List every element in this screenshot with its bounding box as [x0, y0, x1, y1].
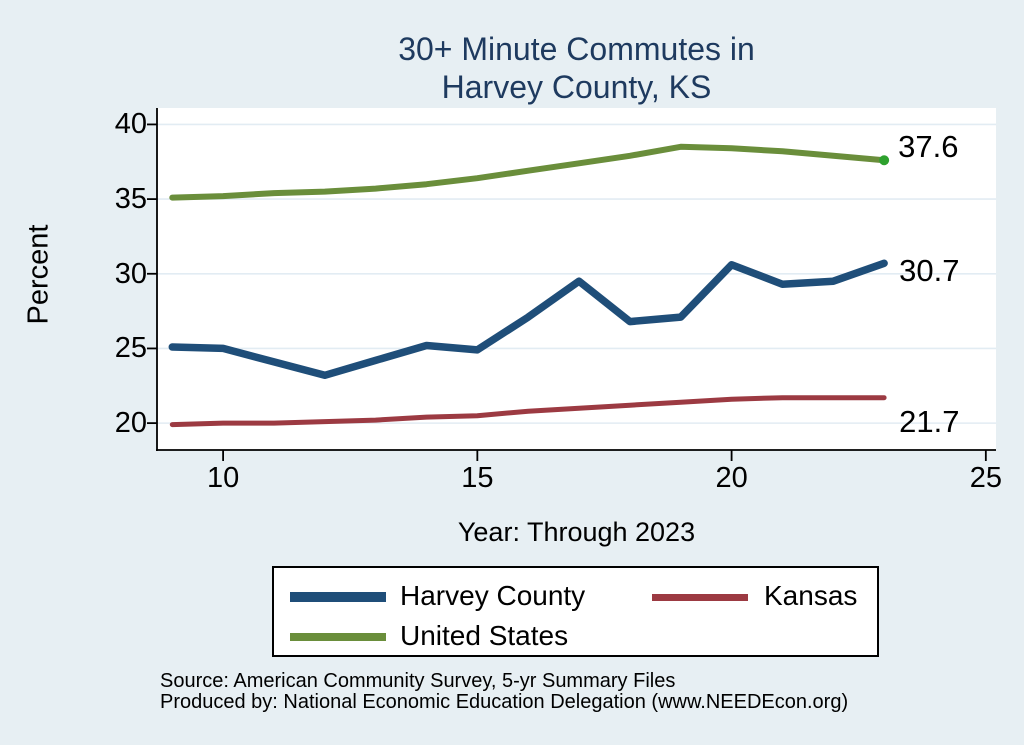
y-tick-label: 20	[114, 407, 147, 440]
x-tick-label: 10	[206, 462, 240, 494]
end-label-kansas: 21.7	[899, 404, 959, 439]
y-tick-label: 35	[114, 183, 147, 216]
legend-label-kansas: Kansas	[764, 580, 858, 611]
y-tick-label: 30	[114, 257, 147, 290]
source-line-2: Produced by: National Economic Education…	[160, 691, 849, 713]
series-line-kansas	[169, 395, 887, 428]
source-line-1: Source: American Community Survey, 5-yr …	[160, 670, 676, 692]
y-tick-label: 25	[114, 332, 147, 365]
series-end-marker-united-states	[879, 155, 890, 166]
end-label-united-states: 37.6	[898, 129, 958, 164]
series-line-harvey-county	[168, 259, 888, 380]
source-note: Source: American Community Survey, 5-yr …	[160, 671, 848, 713]
series-line-united-states	[169, 143, 888, 201]
legend-item-united-states: United States	[290, 620, 630, 653]
legend-item-harvey-county: Harvey County	[290, 580, 630, 613]
y-tick-label: 40	[114, 108, 147, 141]
x-axis-title: Year: Through 2023	[457, 517, 696, 547]
x-tick-label: 15	[461, 462, 494, 494]
legend-swatch-kansas	[652, 593, 748, 601]
legend-label-harvey-county: Harvey County	[400, 580, 586, 611]
x-tick-label: 20	[715, 462, 748, 494]
legend-item-kansas: Kansas	[652, 580, 994, 613]
legend-label-united-states: United States	[400, 620, 569, 651]
x-tick-label: 25	[969, 462, 1002, 494]
chart-title: 30+ Minute Commutes in Harvey County, KS	[157, 30, 996, 106]
chart-title-line2: Harvey County, KS	[441, 69, 712, 105]
legend-swatch-harvey-county	[290, 592, 386, 602]
legend: Harvey County Kansas United States	[272, 566, 879, 657]
legend-swatch-united-states	[290, 633, 386, 641]
chart-title-line1: 30+ Minute Commutes in	[398, 31, 755, 67]
end-label-harvey-county: 30.7	[899, 253, 959, 288]
